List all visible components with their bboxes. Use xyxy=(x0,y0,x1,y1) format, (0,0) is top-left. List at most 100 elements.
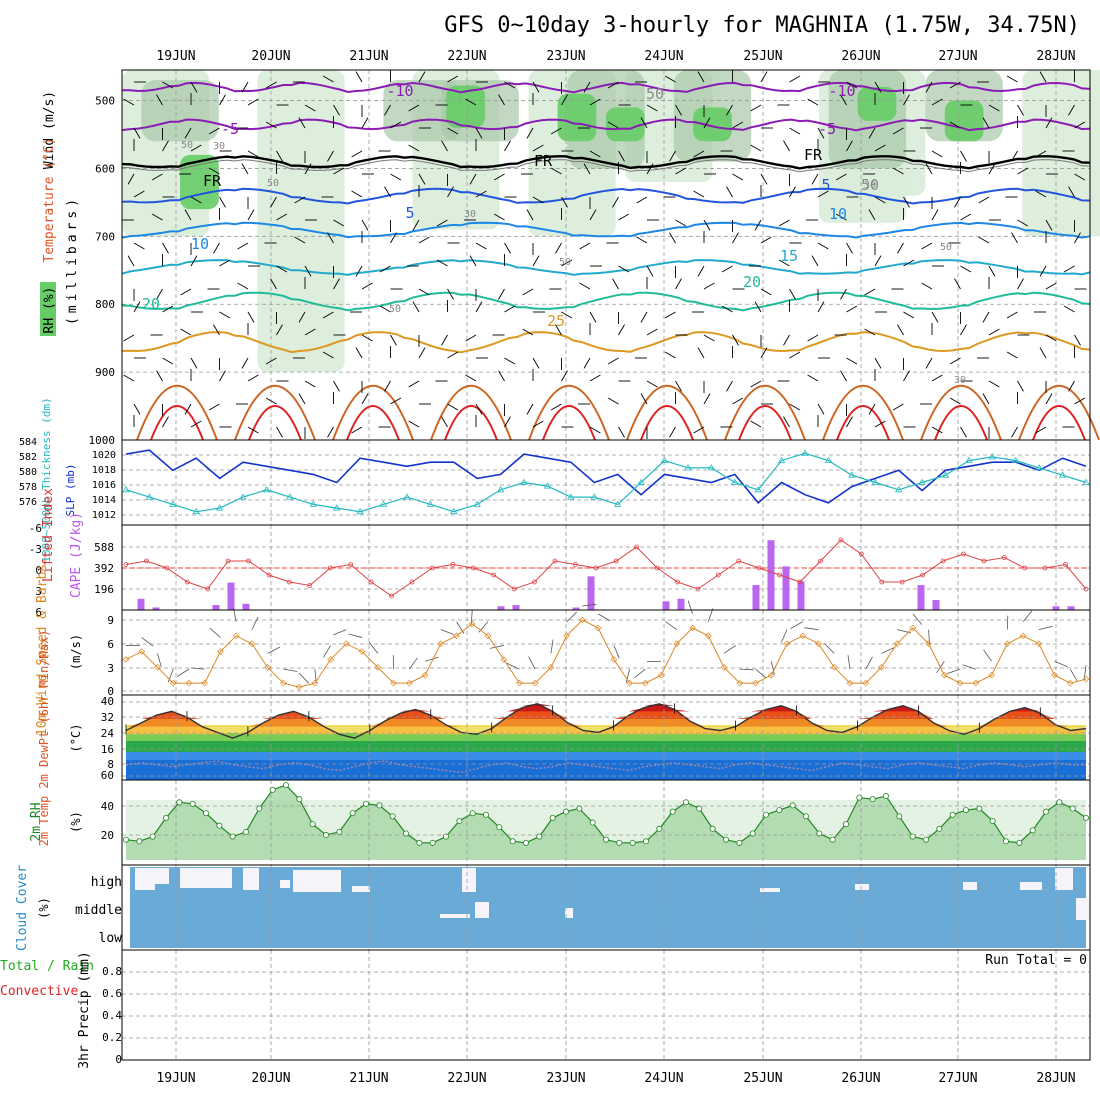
rh2m-point xyxy=(617,840,622,845)
rh2m-point xyxy=(603,837,608,842)
upper-ytick: 800 xyxy=(95,298,115,311)
temp-fill-4 xyxy=(126,704,1086,706)
rh2m-point xyxy=(457,818,462,823)
contour-label-rh: 30 xyxy=(954,375,966,386)
rh2m-point xyxy=(203,811,208,816)
cape-bar xyxy=(753,585,760,610)
wind10-barb xyxy=(913,614,922,625)
rh2m-point xyxy=(150,834,155,839)
precip-label: 3hr Precip (mm) xyxy=(77,951,92,1068)
wind10-panel-frame xyxy=(122,610,1090,695)
upper-ytick: 600 xyxy=(95,162,115,175)
rh2m-point xyxy=(270,787,275,792)
contour-label-temp: 15 xyxy=(780,247,798,265)
contour-label-temp: 5 xyxy=(405,204,414,222)
wind10-barb xyxy=(323,645,330,657)
rh2m-ytick: 20 xyxy=(101,829,114,842)
rh2m-point xyxy=(1043,809,1048,814)
wind10-barb xyxy=(866,657,873,669)
contour-label-rh: 50 xyxy=(559,257,571,268)
date-label-top: 19JUN xyxy=(156,49,195,64)
wind10-barb xyxy=(529,657,536,669)
date-label-bottom: 21JUN xyxy=(349,1071,388,1086)
contour-label-wind: -10 xyxy=(386,82,413,100)
slp-ytick-right: 1020 xyxy=(92,450,116,461)
date-label-bottom: 25JUN xyxy=(743,1071,782,1086)
wind10-barb xyxy=(1055,661,1068,666)
contour-label-temp: 10 xyxy=(829,205,847,223)
temp2m-ytick: 16 xyxy=(101,743,114,756)
li-ytick-left: -6 xyxy=(29,522,42,535)
contour-label-rh: 30 xyxy=(864,180,876,191)
cape-bar xyxy=(933,600,940,610)
rh2m-label: 2m RH xyxy=(29,802,44,841)
precip-ytick: 0.2 xyxy=(102,1031,122,1044)
wind10-barb xyxy=(781,630,787,643)
rh2m-point xyxy=(790,803,795,808)
rh2m-point xyxy=(963,807,968,812)
contour-label-rh: 50 xyxy=(181,140,193,151)
rh2m-point xyxy=(563,809,568,814)
rh2m-point xyxy=(750,831,755,836)
cloud-white-8 xyxy=(1055,868,1073,890)
precip-ytick: 0.6 xyxy=(102,987,122,1000)
cloud-white-12 xyxy=(475,902,489,918)
precip-ytick: 0.4 xyxy=(102,1009,122,1022)
wind10-barb xyxy=(848,655,850,669)
chart-title: GFS 0~10day 3-hourly for MAGHNIA (1.75W,… xyxy=(444,13,1080,38)
cloud-label: Cloud Cover xyxy=(15,865,30,951)
contour-label-temp: 10 xyxy=(191,235,209,253)
rh2m-point xyxy=(1003,839,1008,844)
wind10-ytick: 3 xyxy=(107,662,114,675)
cloud-white-0 xyxy=(135,868,155,890)
rh2m-point xyxy=(217,823,222,828)
cape-ytick: 588 xyxy=(94,541,114,554)
rh2m-point xyxy=(430,840,435,845)
contour-label-rh: 50 xyxy=(267,178,279,189)
rh2m-units: (%) xyxy=(69,811,83,833)
rh2m-point xyxy=(163,815,168,820)
date-label-top: 27JUN xyxy=(938,49,977,64)
cape-bar xyxy=(513,605,520,610)
slp-ytick-right: 1014 xyxy=(92,495,116,506)
rh2m-point xyxy=(443,834,448,839)
date-label-bottom: 24JUN xyxy=(644,1071,683,1086)
rh2m-point xyxy=(483,812,488,817)
rh2m-point xyxy=(990,818,995,823)
rh2m-point xyxy=(777,807,782,812)
cape-bar xyxy=(918,585,925,610)
cape-bar xyxy=(768,540,775,610)
wind10-barb xyxy=(756,669,767,678)
temp2m-ytick: 60 xyxy=(101,769,114,782)
cape-bar xyxy=(783,566,790,610)
cloud-white-16 xyxy=(855,884,869,890)
rh2m-point xyxy=(1083,815,1088,820)
rh2m-point xyxy=(417,840,422,845)
contour-label-rh: 30 xyxy=(213,141,225,152)
date-label-bottom: 20JUN xyxy=(251,1071,290,1086)
rh-shade-7 xyxy=(1022,70,1100,236)
rh-high-4 xyxy=(858,87,897,121)
rh2m-point xyxy=(817,831,822,836)
cape-bar xyxy=(798,581,805,610)
wind10-barb xyxy=(425,657,438,661)
contour-label-temp: 5 xyxy=(821,176,830,194)
wind10-barb xyxy=(409,658,417,669)
thickness-point xyxy=(123,487,129,492)
slp-ytick-right: 1018 xyxy=(92,465,116,476)
upper-ytick: 500 xyxy=(95,95,115,108)
wind10-barb xyxy=(688,601,692,614)
wind10-barb xyxy=(963,665,976,669)
rh-high-3 xyxy=(693,107,732,141)
rh2m-point xyxy=(710,826,715,831)
cape-bar xyxy=(498,606,505,610)
slp-ytick-left: 578 xyxy=(19,482,37,493)
contour-label-temp: 20 xyxy=(142,295,160,313)
cloud-white-5 xyxy=(293,870,341,892)
rh2m-point xyxy=(123,837,128,842)
rh2m-point xyxy=(350,811,355,816)
wind10-barb xyxy=(349,634,363,638)
rh2m-point xyxy=(843,822,848,827)
cloud-white-3 xyxy=(243,868,259,890)
